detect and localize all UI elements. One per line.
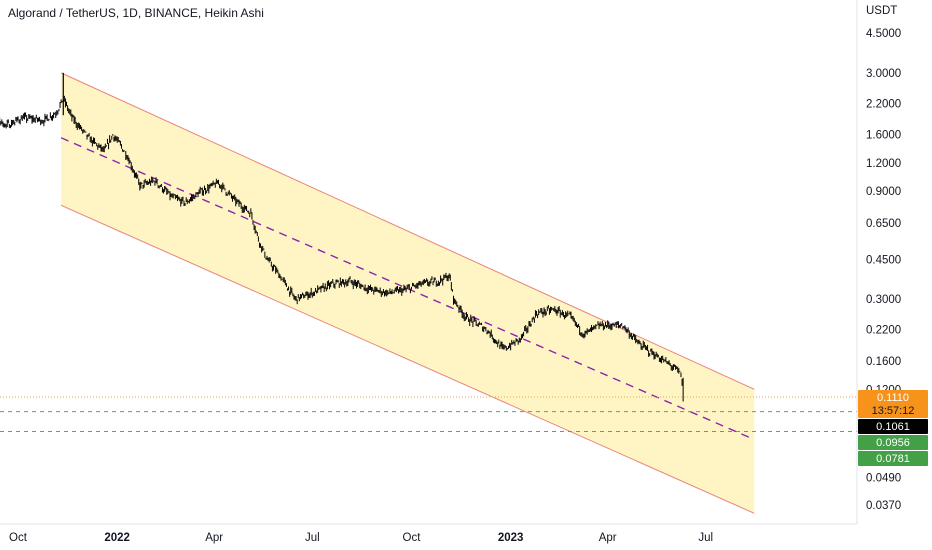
price-badge-value: 0.0956 — [876, 437, 910, 449]
y-tick-label: 2.2000 — [866, 98, 901, 110]
x-tick-label: Oct — [403, 532, 422, 544]
x-tick-label: Apr — [205, 532, 223, 544]
y-tick-label: 0.1600 — [866, 356, 901, 368]
y-tick-label: 0.0490 — [866, 472, 901, 484]
channel-middle-line — [60, 137, 755, 441]
y-tick-label: 0.9000 — [866, 186, 901, 198]
chart-title: Algorand / TetherUS, 1D, BINANCE, Heikin… — [8, 6, 264, 20]
currency-label: USDT — [866, 5, 897, 17]
x-tick-label: Oct — [9, 532, 28, 544]
price-badge-value: 0.1061 — [876, 421, 910, 433]
regression-channel — [60, 72, 755, 514]
price-badge-value: 0.1110 — [877, 392, 909, 404]
y-tick-label: 0.6500 — [866, 218, 901, 230]
y-tick-label: 3.0000 — [866, 68, 901, 80]
price-badge-countdown: 13:57:12 — [872, 405, 915, 417]
price-badge — [858, 434, 928, 450]
x-tick-label: Jul — [698, 532, 713, 544]
y-tick-label: 1.2000 — [866, 158, 901, 170]
y-tick-label: 0.2200 — [866, 325, 901, 337]
price-badge — [858, 418, 928, 434]
horizontal-levels — [0, 396, 857, 433]
channel-lower-line — [60, 204, 755, 514]
channel-fill — [61, 72, 755, 514]
y-tick-label: 4.5000 — [866, 28, 901, 40]
y-tick-label: 1.6000 — [866, 130, 901, 142]
time-axis-ticks: Oct 2022 Apr Jul Oct 2023 Apr Jul — [9, 532, 713, 544]
x-tick-label: Jul — [305, 532, 320, 544]
price-badge — [858, 389, 928, 418]
heikin-ashi-candles — [0, 72, 684, 402]
axes: USDT — [0, 0, 897, 525]
y-tick-label: 0.0370 — [866, 500, 901, 512]
x-tick-label: Apr — [599, 532, 617, 544]
x-tick-label: 2023 — [498, 532, 524, 544]
price-badge — [858, 450, 928, 466]
y-tick-label: 0.3000 — [866, 294, 901, 306]
price-badge-value: 0.0781 — [876, 453, 910, 465]
y-tick-label: 0.4500 — [866, 254, 901, 266]
channel-upper-line — [60, 72, 755, 390]
x-tick-label: 2022 — [104, 532, 130, 544]
